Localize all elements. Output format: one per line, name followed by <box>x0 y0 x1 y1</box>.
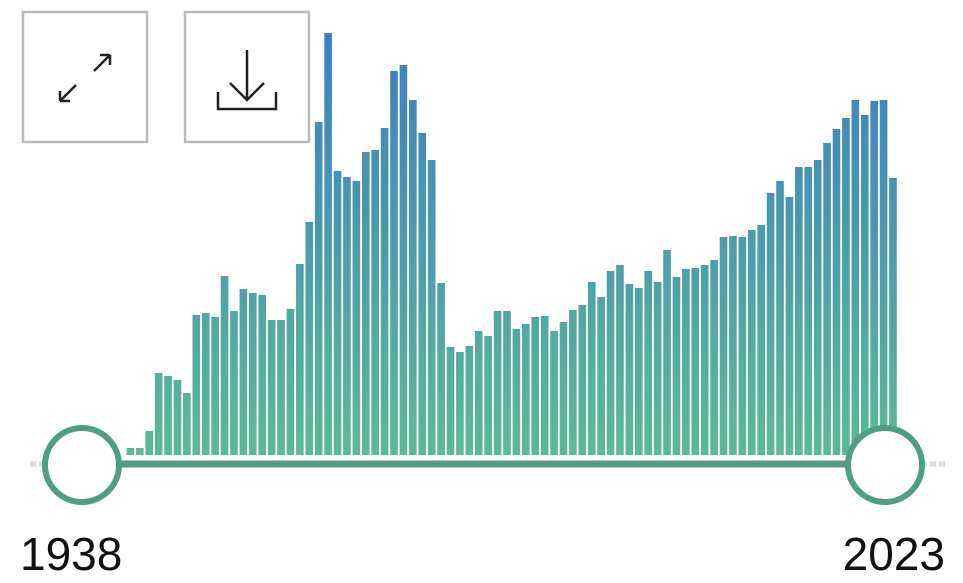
bar <box>625 284 634 455</box>
bar <box>361 152 370 455</box>
bar <box>851 100 860 455</box>
bar <box>682 269 690 455</box>
bar <box>465 346 474 455</box>
bar <box>248 293 257 455</box>
bar <box>173 380 182 455</box>
bars <box>126 33 897 455</box>
bar <box>785 197 794 455</box>
bar <box>324 33 332 455</box>
bar <box>380 128 389 455</box>
bar <box>691 268 700 455</box>
bar <box>766 193 775 455</box>
bar <box>550 331 558 455</box>
bar <box>493 311 502 455</box>
download-button[interactable] <box>183 10 311 144</box>
start-label: 1938 <box>20 528 122 580</box>
bar <box>870 101 878 455</box>
bar <box>663 250 671 455</box>
bar <box>634 288 643 455</box>
bar <box>860 115 869 455</box>
bar <box>267 320 276 455</box>
bar <box>145 431 154 455</box>
expand-button[interactable] <box>21 10 149 144</box>
bar <box>503 311 511 455</box>
bar <box>569 310 577 455</box>
bar <box>672 277 681 455</box>
bar <box>201 313 210 455</box>
bar <box>842 118 850 455</box>
bar <box>644 271 653 455</box>
bar <box>286 309 295 455</box>
bar <box>399 65 408 455</box>
bar <box>183 393 191 455</box>
bar <box>879 100 888 455</box>
end-label: 2023 <box>843 528 945 580</box>
bar <box>352 181 361 455</box>
bar <box>738 237 747 455</box>
bar <box>653 282 662 455</box>
bar <box>305 222 314 455</box>
bar <box>587 282 596 455</box>
bar <box>700 265 709 455</box>
bar <box>418 133 427 455</box>
bar <box>314 122 323 455</box>
bar <box>211 317 219 455</box>
bar <box>729 236 737 455</box>
bar <box>776 181 784 455</box>
bar <box>343 177 351 455</box>
bar <box>427 160 436 455</box>
bar <box>889 178 897 455</box>
bar <box>757 225 765 455</box>
bar <box>606 271 615 455</box>
bar <box>258 295 267 455</box>
end-handle[interactable] <box>845 425 925 505</box>
bar <box>719 237 728 455</box>
bar <box>474 331 483 455</box>
bar <box>164 376 172 455</box>
bar <box>230 311 238 455</box>
bar <box>437 283 445 455</box>
bar <box>484 336 492 455</box>
bar <box>540 316 549 455</box>
bar <box>409 100 417 455</box>
bar <box>371 150 379 455</box>
bar <box>559 322 568 455</box>
bar <box>832 129 841 455</box>
bar <box>823 143 831 455</box>
bar <box>813 160 822 455</box>
bar <box>578 305 587 455</box>
bar <box>531 317 540 455</box>
bar <box>296 264 304 455</box>
bar <box>192 315 201 455</box>
bar <box>277 320 285 455</box>
bar <box>747 230 756 455</box>
bar <box>456 352 464 455</box>
bar <box>446 347 455 455</box>
bar <box>795 167 803 455</box>
bar <box>597 297 605 455</box>
bar <box>522 324 530 455</box>
bar <box>126 448 135 455</box>
bar <box>154 373 163 455</box>
start-handle[interactable] <box>42 425 122 505</box>
bar <box>804 167 813 455</box>
bar <box>239 289 248 455</box>
bar <box>616 265 624 455</box>
bar <box>333 171 342 455</box>
bar <box>512 329 521 455</box>
bar <box>390 71 398 455</box>
bar <box>710 260 718 455</box>
bar <box>136 448 144 455</box>
bar <box>220 276 229 455</box>
